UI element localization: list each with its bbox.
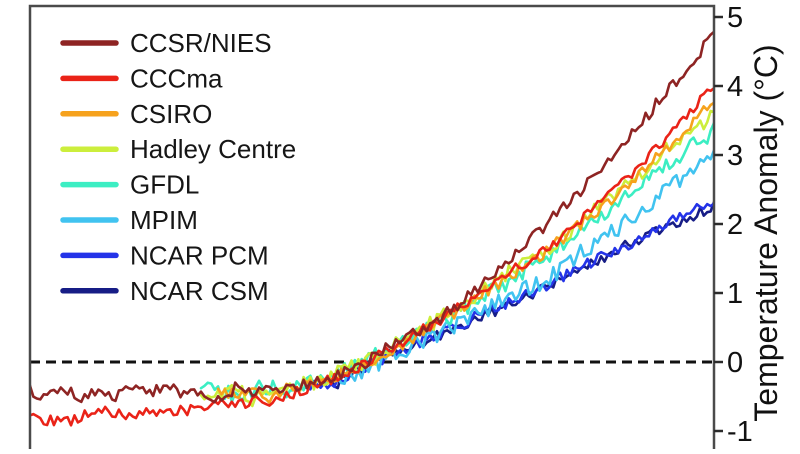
series-line-ccsr-nies (31, 31, 713, 404)
legend-item-mpim: MPIM (60, 205, 198, 235)
series-line-gfdl (199, 122, 713, 404)
y-tick-label: 0 (727, 347, 743, 379)
series-lines-group (31, 31, 713, 427)
legend-label-hadley-centre: Hadley Centre (130, 134, 296, 164)
plot-border (28, 4, 716, 449)
y-tick-label: 3 (727, 140, 743, 172)
legend-item-hadley-centre: Hadley Centre (60, 134, 296, 164)
legend-label-ncar-csm: NCAR CSM (130, 276, 269, 306)
legend-item-cccma: CCCma (60, 63, 223, 93)
legend-item-ncar-csm: NCAR CSM (60, 276, 269, 306)
legend-label-ncar-pcm: NCAR PCM (130, 240, 269, 270)
y-axis-title: Temperature Anomaly (°C) (748, 44, 784, 421)
y-tick-label: 5 (727, 2, 743, 34)
legend-label-ccsr-nies: CCSR/NIES (130, 28, 272, 58)
legend-item-ncar-pcm: NCAR PCM (60, 240, 269, 270)
y-tick-label: 2 (727, 209, 743, 241)
y-tick-label: 4 (727, 71, 743, 103)
legend-item-csiro: CSIRO (60, 99, 212, 129)
legend-label-cccma: CCCma (130, 63, 223, 93)
legend-label-mpim: MPIM (130, 205, 198, 235)
legend: CCSR/NIES CCCma CSIRO Hadley Centre GFDL MPIM… (60, 28, 296, 306)
legend-item-gfdl: GFDL (60, 170, 199, 200)
legend-label-csiro: CSIRO (130, 99, 212, 129)
legend-item-ccsr-nies: CCSR/NIES (60, 28, 272, 58)
series-line-cccma (31, 87, 713, 427)
y-axis-ticks-group: 5 4 3 2 1 0 -1 (714, 2, 753, 448)
y-tick-label: -1 (727, 416, 753, 448)
legend-label-gfdl: GFDL (130, 170, 199, 200)
series-line-mpim (336, 149, 713, 386)
y-tick-label: 1 (727, 278, 743, 310)
